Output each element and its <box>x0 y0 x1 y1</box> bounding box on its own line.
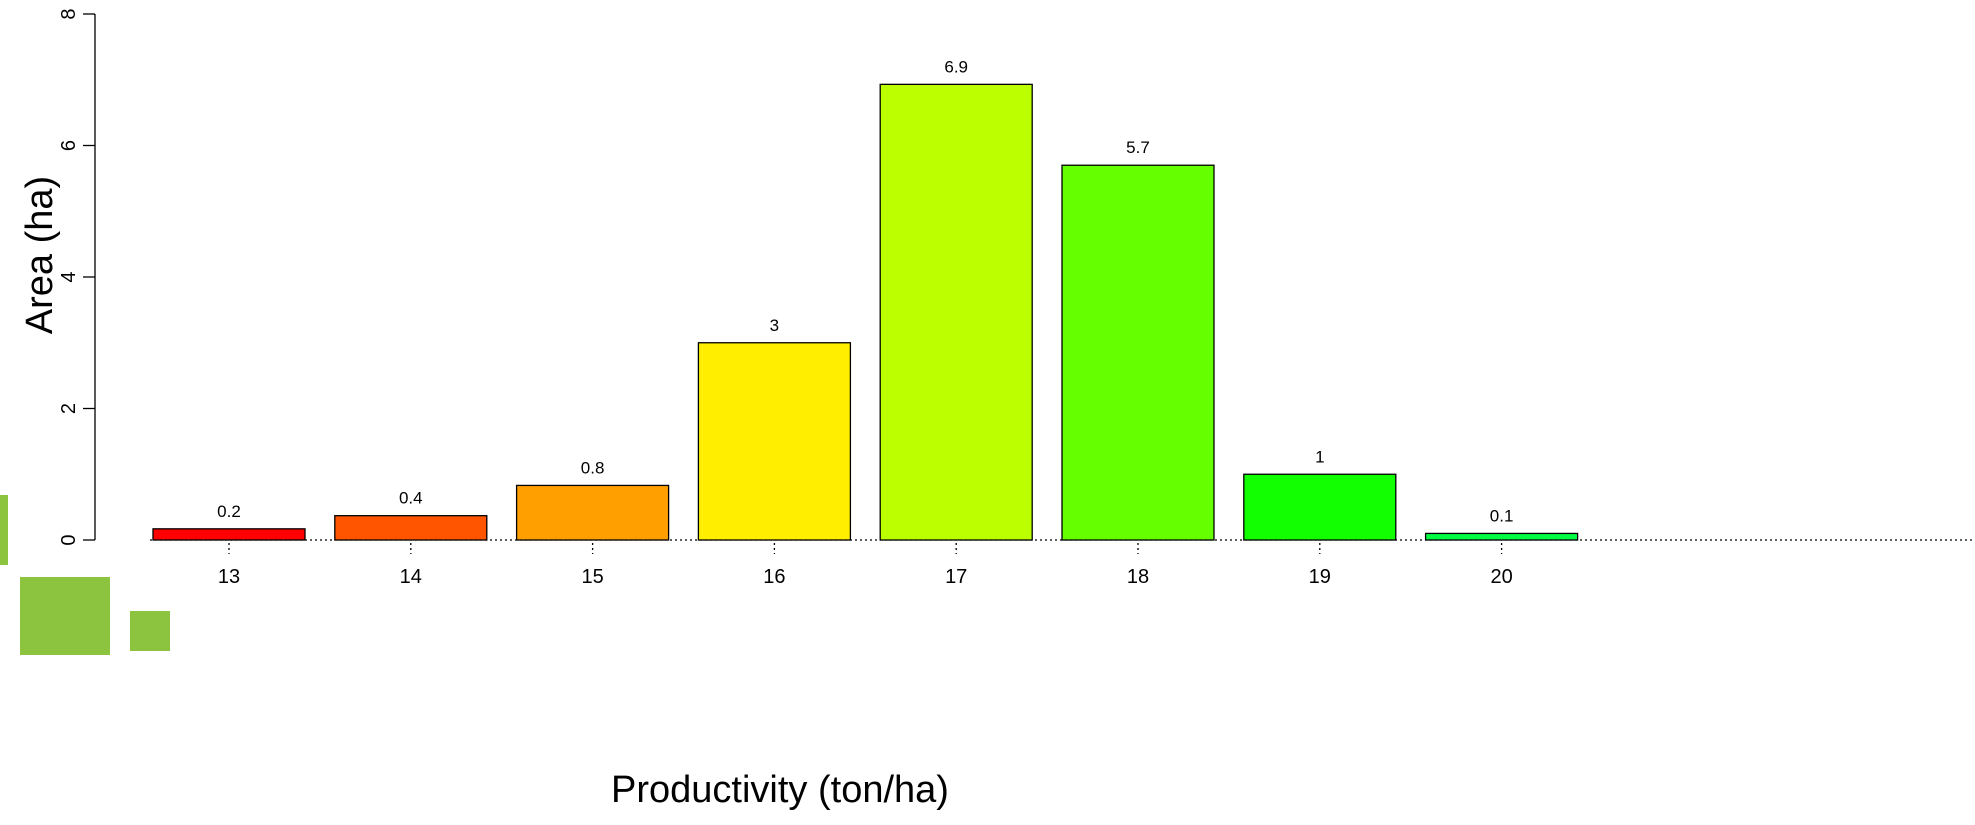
x-tick-label-17: 17 <box>945 566 967 588</box>
decorative-square-small <box>130 611 170 651</box>
x-tick-label-15: 15 <box>581 566 603 588</box>
y-axis-title: Area (ha) <box>19 176 61 334</box>
bar-20 <box>1424 532 1579 541</box>
bar-15 <box>515 484 670 541</box>
y-tick-label: 6 <box>58 140 80 151</box>
y-axis: 0 2 4 6 8 <box>58 8 96 546</box>
bars-group: 0.2 0.4 0.8 3 6.9 5.7 1 0.1 <box>152 57 1579 541</box>
x-tick-label-16: 16 <box>763 566 785 588</box>
data-label-19: 1 <box>1315 447 1324 466</box>
x-tick-label-20: 20 <box>1490 566 1512 588</box>
bar-19 <box>1243 473 1397 541</box>
y-tick-label: 0 <box>58 534 80 545</box>
data-label-16: 3 <box>770 316 779 335</box>
bar-14 <box>334 515 488 541</box>
data-label-13: 0.2 <box>217 502 241 521</box>
x-axis-title: Productivity (ton/ha) <box>611 769 949 811</box>
bar-16 <box>697 342 852 541</box>
y-tick-label: 2 <box>58 403 80 414</box>
x-tick-label-18: 18 <box>1127 566 1149 588</box>
y-tick-label: 8 <box>58 8 80 19</box>
x-tick-label-19: 19 <box>1309 566 1331 588</box>
data-label-14: 0.4 <box>399 489 423 508</box>
data-label-20: 0.1 <box>1490 506 1514 525</box>
bar-17 <box>879 83 1033 541</box>
data-label-17: 6.9 <box>944 57 968 76</box>
data-label-18: 5.7 <box>1126 138 1150 157</box>
decorative-edge-bar <box>0 495 8 565</box>
x-axis: 13 14 15 16 17 18 19 20 <box>218 543 1513 588</box>
bar-13 <box>152 528 306 541</box>
bar-18 <box>1061 164 1215 541</box>
y-tick-label: 4 <box>58 271 80 282</box>
decorative-square-large <box>20 577 110 655</box>
x-tick-label-14: 14 <box>400 566 422 588</box>
data-label-15: 0.8 <box>581 458 605 477</box>
x-tick-label-13: 13 <box>218 566 240 588</box>
